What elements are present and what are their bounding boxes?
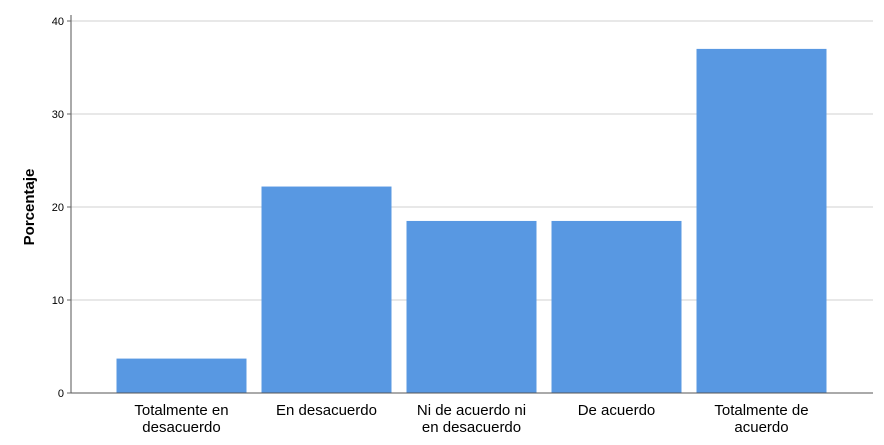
- x-category-label: acuerdo: [734, 419, 788, 436]
- bar: [696, 48, 827, 394]
- x-category-label: Ni de acuerdo ni: [417, 402, 526, 419]
- y-tick-label: 40: [52, 16, 64, 28]
- y-tick-label: 10: [52, 295, 64, 307]
- bar: [116, 358, 247, 393]
- y-tick-label: 20: [52, 202, 64, 214]
- y-axis-ticks: 0 10 20 30 40: [52, 16, 71, 400]
- y-tick-label: 0: [58, 388, 64, 400]
- bar: [551, 220, 682, 393]
- y-axis-title: Porcentaje: [21, 169, 38, 246]
- bar: [261, 186, 392, 393]
- bars: [116, 48, 827, 394]
- x-category-label: en desacuerdo: [422, 419, 521, 436]
- x-category-label: Totalmente de: [714, 402, 808, 419]
- bar: [406, 220, 537, 393]
- x-category-label: desacuerdo: [142, 419, 220, 436]
- y-tick-label: 30: [52, 109, 64, 121]
- x-category-label: Totalmente en: [134, 402, 228, 419]
- x-category-label: De acuerdo: [578, 402, 656, 419]
- x-category-label: En desacuerdo: [276, 402, 377, 419]
